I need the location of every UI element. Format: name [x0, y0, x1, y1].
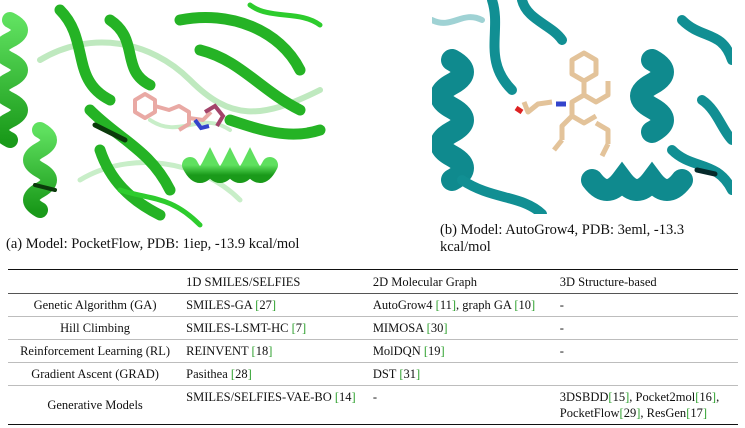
- cell-text: MolDQN: [372, 344, 424, 358]
- smiles-cell: REINVENT [18]: [182, 339, 369, 363]
- table-row: Generative Models SMILES/SELFIES-VAE-BO […: [8, 385, 738, 425]
- citation-link[interactable]: [15]: [608, 390, 630, 404]
- cell-text: SMILES-GA: [186, 298, 256, 312]
- citation-link[interactable]: [17]: [686, 406, 708, 420]
- graph-cell: DST [31]: [368, 362, 556, 386]
- methods-table: 1D SMILES/SELFIES 2D Molecular Graph 3D …: [8, 269, 738, 425]
- method-cell: Generative Models: [8, 385, 183, 425]
- cell-text: , graph GA: [456, 298, 515, 312]
- table-row: Hill Climbing SMILES-LSMT-HC [7] MIMOSA [3…: [8, 316, 738, 340]
- structure-cell: -: [555, 316, 738, 340]
- citation-link[interactable]: [7]: [291, 321, 307, 335]
- caption-b-line-2: kcal/mol: [440, 239, 491, 255]
- cell-text: , PocketFlow: [559, 390, 720, 420]
- cell-text: -: [559, 344, 564, 358]
- structure-cell: -: [555, 293, 738, 317]
- ligand-b-icon: [521, 50, 611, 158]
- figure-a-protein-image: [0, 0, 332, 230]
- method-cell: Gradient Ascent (GRAD): [8, 362, 183, 386]
- smiles-cell: SMILES-LSMT-HC [7]: [182, 316, 369, 340]
- table-header-graph: 2D Molecular Graph: [368, 269, 556, 294]
- ligand-a-icon: [133, 92, 213, 132]
- cell-text: -: [559, 298, 564, 312]
- smiles-cell: Pasithea [28]: [182, 362, 369, 386]
- structure-cell: -: [555, 339, 738, 363]
- figure-b-protein-image: [432, 0, 732, 214]
- citation-link[interactable]: [11]: [435, 298, 457, 312]
- cell-text: MIMOSA: [372, 321, 427, 335]
- citation-link[interactable]: [27]: [255, 298, 277, 312]
- table-row: Genetic Algorithm (GA) SMILES-GA [27] Auto…: [8, 293, 738, 317]
- cell-text: Pasithea: [186, 367, 231, 381]
- table-header-structure: 3D Structure-based: [555, 269, 738, 294]
- cell-text: REINVENT: [186, 344, 252, 358]
- smiles-cell: SMILES/SELFIES-VAE-BO [14]: [182, 385, 369, 425]
- cell-text: -: [372, 390, 377, 404]
- citation-link[interactable]: [28]: [230, 367, 252, 381]
- method-cell: Hill Climbing: [8, 316, 183, 340]
- cell-text: , ResGen: [640, 406, 687, 420]
- cell-text: 3DSBDD: [559, 390, 609, 404]
- citation-link[interactable]: [16]: [695, 390, 717, 404]
- graph-cell: MolDQN [19]: [368, 339, 556, 363]
- citation-link[interactable]: [30]: [426, 321, 448, 335]
- graph-cell: -: [368, 385, 556, 425]
- caption-a: (a) Model: PocketFlow, PDB: 1iep, -13.9 …: [6, 236, 300, 252]
- citation-link[interactable]: [19]: [423, 344, 445, 358]
- citation-link[interactable]: [14]: [334, 390, 356, 404]
- graph-cell: AutoGrow4 [11], graph GA [10]: [368, 293, 556, 317]
- graph-cell: MIMOSA [30]: [368, 316, 556, 340]
- citation-link[interactable]: [29]: [619, 406, 641, 420]
- table-header-method: [8, 269, 183, 294]
- caption-b: (b) Model: AutoGrow4, PDB: 3eml, -13.3 k…: [440, 222, 732, 256]
- cell-text: AutoGrow4: [372, 298, 436, 312]
- cell-text: SMILES-LSMT-HC: [186, 321, 292, 335]
- cell-text: -: [559, 321, 564, 335]
- table-header-row: 1D SMILES/SELFIES 2D Molecular Graph 3D …: [8, 269, 738, 294]
- protein-b-illustration: [432, 0, 732, 214]
- table-body: Genetic Algorithm (GA) SMILES-GA [27] Auto…: [8, 293, 738, 425]
- table-row: Reinforcement Learning (RL) REINVENT [18]…: [8, 339, 738, 363]
- protein-a-illustration: [0, 2, 326, 228]
- citation-link[interactable]: [31]: [399, 367, 421, 381]
- caption-b-line-1: (b) Model: AutoGrow4, PDB: 3eml, -13.3: [440, 222, 685, 238]
- cell-text: SMILES/SELFIES-VAE-BO: [186, 390, 335, 404]
- smiles-cell: SMILES-GA [27]: [182, 293, 369, 317]
- citation-link[interactable]: [10]: [514, 298, 536, 312]
- structure-cell: 3DSBDD[15], Pocket2mol[16], PocketFlow[2…: [555, 385, 738, 425]
- table-header-smiles: 1D SMILES/SELFIES: [182, 269, 369, 294]
- cell-text: , Pocket2mol: [629, 390, 696, 404]
- cell-text: DST: [372, 367, 400, 381]
- table-row: Gradient Ascent (GRAD) Pasithea [28] DST […: [8, 362, 738, 386]
- method-cell: Genetic Algorithm (GA): [8, 293, 183, 317]
- citation-link[interactable]: [18]: [251, 344, 273, 358]
- structure-cell: [555, 362, 738, 386]
- method-cell: Reinforcement Learning (RL): [8, 339, 183, 363]
